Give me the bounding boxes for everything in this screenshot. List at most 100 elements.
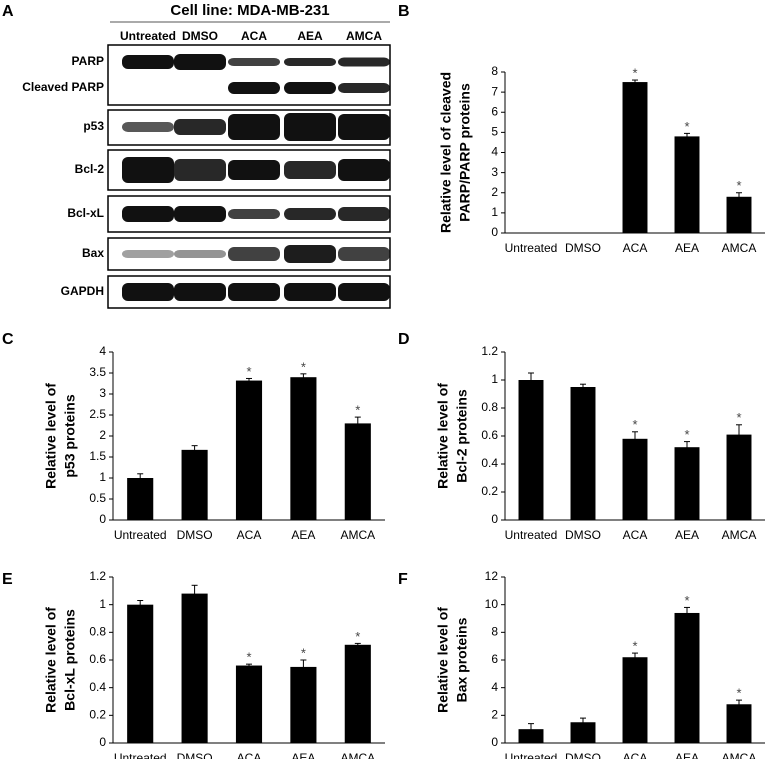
y-tick-label: 12 [485,569,499,583]
y-tick-label: 6 [491,652,498,666]
significance-mark: * [632,639,637,654]
y-tick-label: 2 [491,185,498,199]
significance-mark: * [355,403,360,418]
bar [235,380,263,520]
bar [127,604,154,743]
x-tick-label: AMCA [340,751,375,759]
lane-label: DMSO [182,29,218,43]
blot-band [228,160,280,180]
y-axis-label: Relative level of [43,607,59,713]
blot-band [122,122,174,132]
bar [235,665,263,743]
y-tick-label: 4 [491,145,498,159]
panel-label: E [2,571,13,588]
blot-band [122,55,174,69]
bar [726,704,752,743]
y-tick-label: 0 [491,735,498,749]
y-tick-label: 0 [491,512,498,526]
y-tick-label: 4 [491,680,498,694]
blot-band [284,283,336,301]
significance-mark: * [632,65,637,80]
blot-band [284,245,336,263]
y-tick-label: 1 [491,372,498,386]
y-axis-label: p53 proteins [62,394,78,477]
y-tick-label: 1 [99,597,106,611]
y-tick-label: 1 [99,470,106,484]
lane-label: AMCA [346,29,382,43]
x-tick-label: Untreated [505,751,558,759]
blot-band [228,209,280,219]
x-tick-label: DMSO [177,751,213,759]
significance-mark: * [301,645,306,660]
y-tick-label: 2 [491,708,498,722]
x-tick-label: DMSO [565,751,601,759]
significance-mark: * [684,119,689,134]
y-tick-label: 5 [491,125,498,139]
y-axis-label: Bcl-xL proteins [62,609,78,711]
x-tick-label: ACA [237,528,262,542]
significance-mark: * [246,650,251,665]
blot-band [174,119,226,135]
x-tick-label: AEA [675,528,699,542]
bar [674,612,700,743]
row-label: Cleaved PARP [22,80,104,94]
y-axis-label: Bcl-2 proteins [454,389,470,483]
y-tick-label: 0.4 [481,456,498,470]
y-tick-label: 6 [491,104,498,118]
y-tick-label: 4 [99,344,106,358]
significance-mark: * [632,417,637,432]
bar [518,729,544,743]
blot-title: Cell line: MDA-MB-231 [170,2,329,19]
y-tick-label: 0.2 [481,484,498,498]
y-tick-label: 0.6 [481,428,498,442]
blot-box [107,44,391,106]
y-tick-label: 3 [491,165,498,179]
y-axis-label: Relative level of cleaved [438,72,454,233]
bar [344,423,371,520]
blot-band [338,83,390,93]
blot-band [338,207,390,221]
significance-mark: * [246,364,251,379]
bar [570,722,596,743]
row-label: Bcl-2 [75,162,105,176]
x-tick-label: AEA [291,528,315,542]
y-tick-label: 0 [99,735,106,749]
blot-band [284,208,336,220]
significance-mark: * [301,359,306,374]
panel-label: A [2,3,14,20]
y-tick-label: 7 [491,84,498,98]
y-tick-label: 10 [485,597,499,611]
lane-label: Untreated [120,29,176,43]
bar [127,478,154,520]
x-tick-label: ACA [623,751,648,759]
lane-label: ACA [241,29,267,43]
y-tick-label: 1.2 [89,569,106,583]
significance-mark: * [736,178,741,193]
x-tick-label: Untreated [114,528,167,542]
row-label: PARP [72,54,104,68]
panel-label: C [2,331,14,348]
bar [726,196,752,233]
y-tick-label: 0 [491,225,498,239]
blot-band [284,82,336,94]
y-tick-label: 8 [491,64,498,78]
bar [290,666,317,743]
blot-band [122,250,174,258]
y-tick-label: 0.8 [89,625,106,639]
bar [181,593,208,743]
x-tick-label: AEA [675,751,699,759]
y-tick-label: 2 [99,428,106,442]
blot-band [284,113,336,141]
blot-band [174,54,226,70]
y-axis-label: PARP/PARP proteins [457,83,473,222]
bar [726,434,752,520]
x-tick-label: DMSO [177,528,213,542]
blot-band [284,58,336,66]
blot-band [122,206,174,222]
bar [622,657,648,743]
bar [570,387,596,520]
row-label: Bcl-xL [67,206,104,220]
y-tick-label: 1.2 [481,344,498,358]
blot-band [122,157,174,183]
